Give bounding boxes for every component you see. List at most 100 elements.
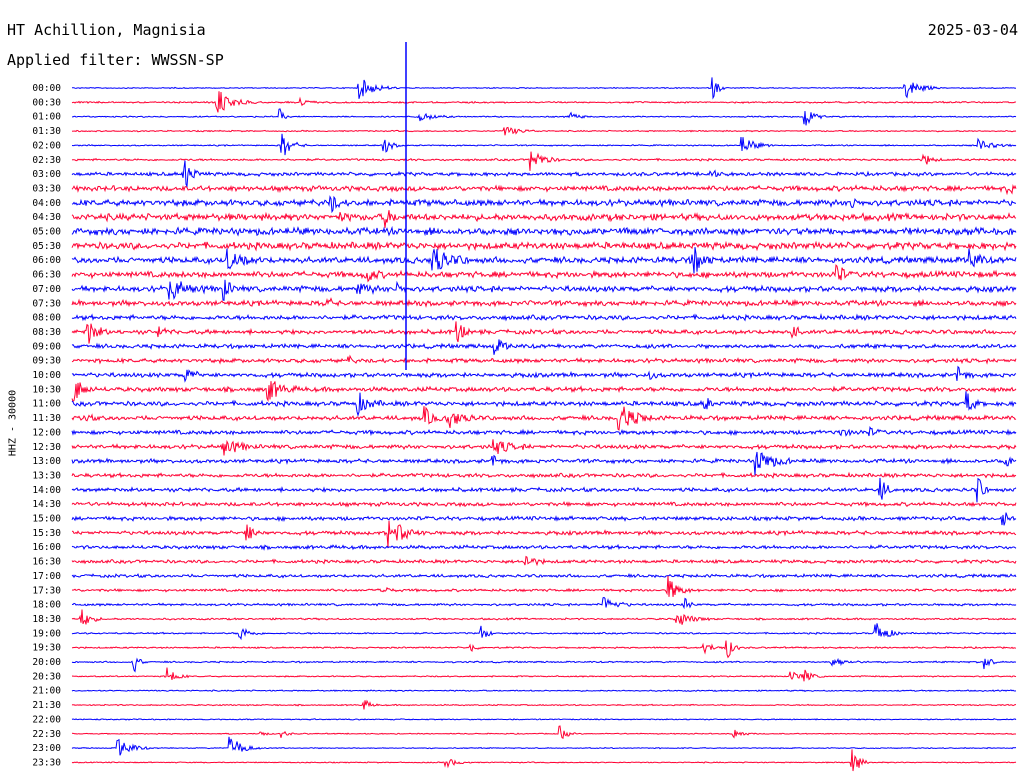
row-time-label: 10:30	[32, 384, 61, 395]
trace-row	[71, 718, 1017, 721]
trace-row	[71, 575, 1017, 597]
row-time-label: 17:30	[32, 585, 61, 596]
trace-row	[71, 689, 1017, 693]
trace-row	[71, 657, 1017, 673]
trace-row	[71, 183, 1017, 196]
row-time-label: 03:30	[32, 183, 61, 194]
trace-row	[71, 381, 1017, 403]
trace-row	[71, 477, 1017, 503]
row-time-label: 15:30	[32, 528, 61, 539]
row-time-label: 05:30	[32, 241, 61, 252]
trace-row	[72, 108, 1017, 126]
trace-row	[71, 264, 1017, 283]
trace-row	[71, 91, 1017, 113]
trace-row	[71, 126, 1017, 136]
row-time-label: 00:00	[32, 83, 61, 94]
trace-row	[71, 133, 1017, 156]
row-time-label: 16:30	[32, 557, 61, 568]
trace-row	[71, 77, 1017, 100]
trace-row	[71, 555, 1017, 567]
trace-row	[71, 195, 1016, 214]
row-time-label: 01:30	[32, 126, 61, 137]
row-time-label: 07:00	[32, 284, 61, 295]
row-time-label: 17:00	[32, 571, 61, 582]
row-time-label: 11:00	[32, 399, 61, 410]
row-time-label: 19:00	[32, 628, 61, 639]
row-time-label: 16:00	[32, 542, 61, 553]
trace-row	[71, 471, 1017, 479]
trace-row	[71, 596, 1017, 610]
trace-row	[71, 439, 1017, 456]
row-time-label: 08:00	[32, 313, 61, 324]
row-time-label: 04:00	[32, 198, 61, 209]
row-time-label: 05:00	[32, 227, 61, 238]
trace-row	[71, 623, 1017, 641]
trace-row	[71, 699, 1016, 710]
trace-row	[71, 406, 1017, 431]
row-time-label: 12:30	[32, 442, 61, 453]
row-time-label: 08:30	[32, 327, 61, 338]
row-time-label: 06:30	[32, 270, 61, 281]
row-time-label: 02:00	[32, 140, 61, 151]
row-time-label: 20:30	[32, 671, 61, 682]
row-time-label: 00:30	[32, 97, 61, 108]
trace-row	[71, 240, 1017, 252]
trace-row	[71, 354, 1017, 365]
trace-row	[71, 572, 1017, 579]
trace-row	[71, 520, 1017, 548]
trace-row	[71, 151, 1017, 171]
trace-row	[71, 279, 1017, 301]
trace-row	[71, 365, 1017, 383]
row-time-label: 18:00	[32, 600, 61, 611]
trace-row	[71, 391, 1017, 417]
row-time-label: 09:00	[32, 341, 61, 352]
row-time-label: 13:30	[32, 470, 61, 481]
row-time-label: 04:30	[32, 212, 61, 223]
trace-row	[71, 297, 1017, 308]
row-time-label: 21:30	[32, 700, 61, 711]
trace-row	[71, 500, 1017, 508]
trace-row	[71, 725, 1016, 739]
station-name: HT Achillion, Magnisia	[7, 21, 206, 39]
row-time-label: 21:00	[32, 686, 61, 697]
trace-row	[71, 667, 1017, 682]
row-time-label: 10:00	[32, 370, 61, 381]
row-time-label: 14:30	[32, 499, 61, 510]
row-time-label: 19:30	[32, 643, 61, 654]
row-time-label: 22:30	[32, 729, 61, 740]
row-time-label: 07:30	[32, 298, 61, 309]
filter-label: Applied filter: WWSSN-SP	[7, 51, 224, 69]
row-time-label: 18:30	[32, 614, 61, 625]
row-time-label: 13:00	[32, 456, 61, 467]
trace-row	[72, 640, 1017, 659]
trace-row	[71, 736, 1017, 756]
row-time-label: 03:00	[32, 169, 61, 180]
trace-row	[71, 247, 1017, 274]
trace-row	[71, 426, 1017, 437]
row-time-label: 15:00	[32, 514, 61, 525]
row-time-label: 20:00	[32, 657, 61, 668]
row-time-label: 09:30	[32, 356, 61, 367]
trace-row	[71, 321, 1017, 344]
row-time-label: 23:00	[32, 743, 61, 754]
row-time-label: 11:30	[32, 413, 61, 424]
row-time-label: 14:00	[32, 485, 61, 496]
row-time-label: 02:30	[32, 155, 61, 166]
trace-row	[71, 451, 1017, 476]
row-time-label: 22:00	[32, 714, 61, 725]
row-time-label: 23:30	[32, 757, 61, 768]
trace-row	[71, 339, 1017, 355]
row-time-label: 01:00	[32, 112, 61, 123]
trace-row	[71, 313, 1017, 322]
trace-row	[71, 543, 1017, 551]
tick-label-group: 00:00 00:30 01:00 01:30 02:00 02:30 03:00 03:30…	[32, 83, 61, 768]
trace-row	[71, 210, 1017, 228]
row-time-label: 12:00	[32, 427, 61, 438]
trace-row	[71, 609, 1017, 625]
trace-row	[71, 160, 1017, 189]
trace-row	[71, 749, 1017, 772]
record-date: 2025-03-04	[927, 21, 1018, 39]
trace-row	[71, 512, 1017, 526]
trace-row	[71, 225, 1017, 237]
